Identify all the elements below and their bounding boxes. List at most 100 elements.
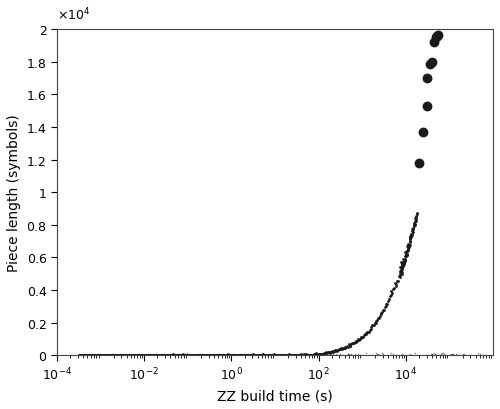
Point: [144, 351, 152, 357]
Point: [108, 352, 116, 359]
Point: [359, 334, 367, 340]
Point: [253, 352, 261, 359]
Point: [400, 259, 408, 265]
Point: [88, 352, 96, 359]
Point: [399, 352, 407, 358]
Point: [238, 351, 246, 357]
Point: [306, 352, 314, 358]
Point: [458, 352, 466, 359]
Point: [366, 326, 374, 332]
Point: [398, 265, 406, 271]
Point: [145, 352, 153, 359]
Point: [251, 352, 259, 358]
Point: [248, 352, 256, 359]
Point: [112, 352, 120, 358]
Point: [300, 351, 308, 358]
Point: [274, 352, 282, 358]
Point: [412, 218, 420, 225]
Point: [411, 222, 419, 229]
Point: [406, 232, 414, 238]
Point: [195, 352, 203, 359]
Point: [128, 352, 136, 359]
Point: [317, 351, 325, 358]
Point: [102, 352, 110, 358]
Point: [414, 352, 422, 359]
Point: [161, 352, 169, 359]
Point: [148, 352, 156, 359]
Point: [120, 352, 128, 358]
Point: [363, 329, 371, 335]
Point: [170, 352, 178, 359]
Point: [253, 352, 261, 359]
Point: [394, 352, 402, 359]
Point: [460, 351, 468, 357]
Point: [105, 352, 113, 359]
Point: [391, 280, 399, 287]
Point: [300, 352, 308, 358]
Point: [244, 352, 252, 359]
Point: [404, 246, 411, 253]
Point: [374, 351, 382, 358]
Point: [114, 352, 122, 358]
Point: [238, 352, 246, 359]
Point: [251, 351, 259, 358]
Point: [240, 351, 248, 357]
Point: [158, 352, 166, 358]
Point: [464, 352, 472, 358]
Point: [368, 322, 376, 328]
Point: [122, 352, 130, 359]
Point: [402, 252, 410, 259]
Point: [278, 352, 286, 359]
Point: [334, 347, 342, 354]
Point: [198, 352, 205, 359]
Point: [240, 352, 248, 359]
Point: [328, 348, 336, 355]
Point: [416, 352, 424, 359]
Y-axis label: Piece length (symbols): Piece length (symbols): [7, 114, 21, 272]
Point: [388, 288, 396, 294]
Point: [84, 352, 92, 359]
Point: [398, 263, 406, 270]
Point: [320, 350, 328, 356]
Point: [241, 352, 249, 358]
Point: [335, 346, 343, 353]
Point: [446, 352, 454, 358]
Point: [412, 214, 420, 221]
Point: [324, 349, 332, 355]
Point: [258, 352, 266, 359]
Point: [304, 352, 312, 359]
Point: [319, 351, 327, 357]
Point: [188, 352, 196, 358]
Point: [244, 352, 252, 358]
Point: [442, 352, 450, 358]
Point: [358, 352, 366, 359]
Point: [174, 352, 182, 359]
Point: [360, 331, 368, 338]
Point: [122, 352, 130, 359]
Point: [88, 352, 96, 358]
Point: [230, 351, 238, 357]
Point: [108, 352, 116, 359]
Point: [135, 351, 143, 358]
Point: [217, 352, 225, 359]
Point: [302, 351, 310, 358]
Point: [234, 352, 241, 359]
Point: [379, 351, 387, 357]
Point: [246, 352, 254, 359]
Point: [332, 347, 340, 354]
Point: [287, 352, 295, 359]
Point: [302, 352, 310, 359]
Point: [398, 270, 406, 276]
X-axis label: ZZ build time (s): ZZ build time (s): [217, 388, 333, 402]
Point: [116, 352, 124, 359]
Point: [112, 352, 120, 359]
Point: [362, 330, 370, 337]
Point: [376, 312, 384, 319]
Point: [303, 352, 311, 358]
Point: [155, 352, 163, 359]
Point: [404, 244, 412, 250]
Point: [411, 216, 419, 222]
Point: [294, 352, 302, 359]
Point: [340, 344, 348, 351]
Point: [374, 351, 382, 357]
